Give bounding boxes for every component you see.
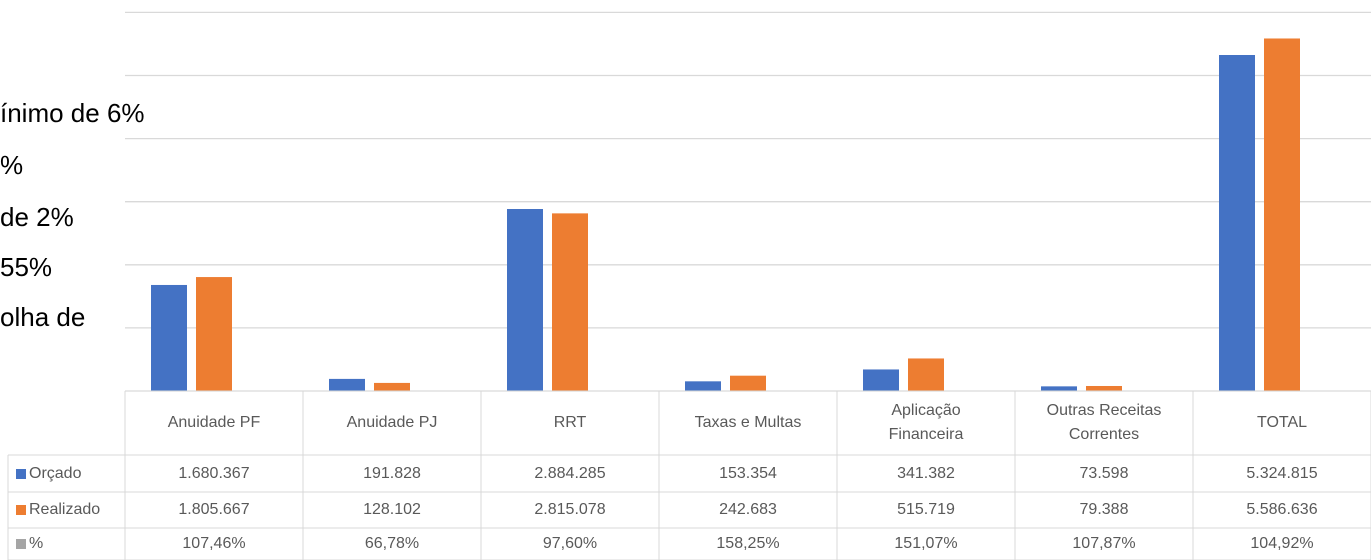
bar	[374, 382, 410, 391]
bar	[151, 284, 187, 391]
data-label: 73.598	[1079, 464, 1129, 482]
bar	[552, 213, 588, 391]
data-label: 341.382	[897, 464, 955, 482]
data-label: 128.102	[363, 501, 421, 518]
x-tick-label: Anuidade PJ	[346, 414, 438, 431]
bar	[1086, 385, 1122, 391]
data-label: 151,07%	[894, 535, 958, 552]
bar	[730, 375, 766, 391]
bar	[908, 358, 944, 391]
data-label: 107,46%	[182, 535, 246, 552]
data-label: 2.815.078	[534, 501, 606, 518]
bar	[329, 378, 365, 391]
bar	[863, 369, 899, 391]
data-label: 5.324.815	[1246, 464, 1318, 482]
data-label: 66,78%	[364, 535, 420, 552]
legend-swatch	[16, 505, 26, 515]
x-tick-label: Aplicação Financeira	[888, 402, 964, 443]
data-label: 2.884.285	[534, 464, 606, 482]
data-label: 107,87%	[1072, 535, 1136, 552]
bar	[1219, 55, 1255, 391]
data-label: 79.388	[1079, 501, 1129, 518]
bar	[1264, 38, 1300, 391]
data-label: 104,92%	[1250, 535, 1314, 552]
bar	[507, 209, 543, 391]
legend-label: %	[29, 535, 44, 552]
data-label: 97,60%	[542, 535, 598, 552]
data-label: 158,25%	[716, 535, 780, 552]
background-text: de 2%	[0, 202, 74, 232]
background-text: olha de	[0, 302, 86, 332]
legend-entry: %	[8, 528, 125, 560]
x-tick-label: RRT	[553, 414, 587, 431]
legend-label: Orçado	[29, 464, 82, 482]
data-label: 242.683	[719, 501, 777, 518]
data-label: 1.680.367	[178, 464, 250, 482]
legend-swatch	[16, 539, 26, 549]
legend-swatch	[16, 468, 26, 479]
legend-entry: Realizado	[8, 492, 125, 528]
data-label: 515.719	[897, 501, 955, 518]
legend-entry: Orçado	[8, 455, 125, 492]
data-label: 1.805.667	[178, 501, 250, 518]
background-text: 55%	[0, 252, 53, 282]
bar	[685, 381, 721, 391]
x-tick-label: Outras Receitas Correntes	[1046, 402, 1162, 443]
background-text: %	[0, 150, 24, 180]
bar	[196, 277, 232, 391]
background-text: ínimo de 6%	[0, 98, 145, 128]
x-tick-label: Anuidade PF	[167, 414, 261, 431]
bar	[1041, 386, 1077, 391]
x-tick-label: TOTAL	[1256, 414, 1308, 431]
data-label: 153.354	[719, 464, 777, 482]
data-label: 191.828	[363, 464, 421, 482]
x-tick-label: Taxas e Multas	[694, 414, 802, 431]
data-label: 5.586.636	[1246, 501, 1318, 518]
legend-label: Realizado	[29, 501, 101, 518]
